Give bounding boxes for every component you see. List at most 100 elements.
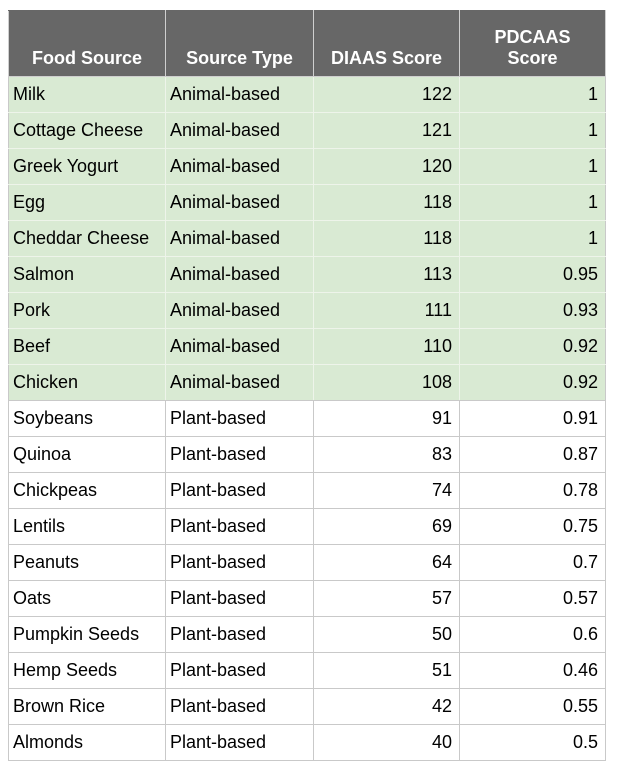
source-type-cell: Plant-based [165, 724, 314, 761]
diaas-score-cell: 121 [313, 112, 460, 149]
diaas-score-cell: 50 [313, 616, 460, 653]
diaas-score-cell: 42 [313, 688, 460, 725]
pdcaas-score-cell: 0.87 [459, 436, 606, 473]
source-type-cell: Plant-based [165, 616, 314, 653]
source-type-cell: Plant-based [165, 688, 314, 725]
diaas-score-cell: 113 [313, 256, 460, 293]
diaas-score-cell: 51 [313, 652, 460, 689]
pdcaas-score-cell: 1 [459, 184, 606, 221]
table-body: Milk Animal-based 122 1 Cottage Cheese A… [8, 76, 606, 761]
pdcaas-score-cell: 0.7 [459, 544, 606, 581]
diaas-score-cell: 120 [313, 148, 460, 185]
source-type-cell: Animal-based [165, 328, 314, 365]
pdcaas-score-cell: 0.55 [459, 688, 606, 725]
source-type-cell: Plant-based [165, 436, 314, 473]
food-source-cell: Chickpeas [8, 472, 166, 509]
diaas-score-cell: 57 [313, 580, 460, 617]
food-source-cell: Hemp Seeds [8, 652, 166, 689]
table-row: Milk Animal-based 122 1 [8, 76, 606, 113]
pdcaas-score-cell: 0.93 [459, 292, 606, 329]
table-row: Quinoa Plant-based 83 0.87 [8, 436, 606, 473]
pdcaas-score-cell: 0.57 [459, 580, 606, 617]
column-header-source-type-label: Source Type [186, 48, 293, 69]
food-source-cell: Lentils [8, 508, 166, 545]
column-header-source-type: Source Type [165, 10, 314, 77]
column-header-food-source-label: Food Source [31, 48, 142, 69]
food-source-cell: Oats [8, 580, 166, 617]
pdcaas-score-cell: 1 [459, 148, 606, 185]
column-header-pdcaas-score: PDCAAS Score [459, 10, 606, 77]
header-row: Food Source Source Type DIAAS Score PDCA… [8, 10, 606, 77]
column-header-food-source: Food Source [8, 10, 166, 77]
source-type-cell: Animal-based [165, 76, 314, 113]
food-source-cell: Greek Yogurt [8, 148, 166, 185]
diaas-score-cell: 69 [313, 508, 460, 545]
table-row: Egg Animal-based 118 1 [8, 184, 606, 221]
table-row: Greek Yogurt Animal-based 120 1 [8, 148, 606, 185]
food-source-cell: Beef [8, 328, 166, 365]
food-source-cell: Peanuts [8, 544, 166, 581]
food-source-cell: Chicken [8, 364, 166, 401]
protein-quality-table: Food Source Source Type DIAAS Score PDCA… [8, 10, 606, 761]
source-type-cell: Animal-based [165, 364, 314, 401]
table-row: Brown Rice Plant-based 42 0.55 [8, 688, 606, 725]
table-header: Food Source Source Type DIAAS Score PDCA… [8, 10, 606, 77]
table-row: Soybeans Plant-based 91 0.91 [8, 400, 606, 437]
protein-quality-table-container: Food Source Source Type DIAAS Score PDCA… [8, 10, 606, 761]
source-type-cell: Plant-based [165, 580, 314, 617]
table-row: Chickpeas Plant-based 74 0.78 [8, 472, 606, 509]
food-source-cell: Pumpkin Seeds [8, 616, 166, 653]
diaas-score-cell: 74 [313, 472, 460, 509]
food-source-cell: Egg [8, 184, 166, 221]
diaas-score-cell: 83 [313, 436, 460, 473]
source-type-cell: Plant-based [165, 544, 314, 581]
source-type-cell: Animal-based [165, 148, 314, 185]
column-header-diaas-score: DIAAS Score [313, 10, 460, 77]
table-row: Cheddar Cheese Animal-based 118 1 [8, 220, 606, 257]
diaas-score-cell: 40 [313, 724, 460, 761]
pdcaas-score-cell: 0.5 [459, 724, 606, 761]
table-row: Peanuts Plant-based 64 0.7 [8, 544, 606, 581]
food-source-cell: Brown Rice [8, 688, 166, 725]
table-row: Almonds Plant-based 40 0.5 [8, 724, 606, 761]
source-type-cell: Animal-based [165, 184, 314, 221]
food-source-cell: Soybeans [8, 400, 166, 437]
diaas-score-cell: 122 [313, 76, 460, 113]
source-type-cell: Plant-based [165, 400, 314, 437]
pdcaas-score-cell: 1 [459, 76, 606, 113]
diaas-score-cell: 118 [313, 184, 460, 221]
table-row: Cottage Cheese Animal-based 121 1 [8, 112, 606, 149]
table-row: Salmon Animal-based 113 0.95 [8, 256, 606, 293]
table-row: Chicken Animal-based 108 0.92 [8, 364, 606, 401]
column-header-pdcaas-score-label: PDCAAS Score [494, 27, 571, 69]
food-source-cell: Pork [8, 292, 166, 329]
pdcaas-score-cell: 0.75 [459, 508, 606, 545]
food-source-cell: Cottage Cheese [8, 112, 166, 149]
source-type-cell: Plant-based [165, 652, 314, 689]
pdcaas-score-cell: 0.46 [459, 652, 606, 689]
diaas-score-cell: 108 [313, 364, 460, 401]
food-source-cell: Almonds [8, 724, 166, 761]
food-source-cell: Salmon [8, 256, 166, 293]
diaas-score-cell: 64 [313, 544, 460, 581]
source-type-cell: Plant-based [165, 508, 314, 545]
column-header-diaas-score-label: DIAAS Score [330, 48, 443, 69]
source-type-cell: Animal-based [165, 112, 314, 149]
source-type-cell: Animal-based [165, 292, 314, 329]
pdcaas-score-cell: 0.6 [459, 616, 606, 653]
pdcaas-score-cell: 1 [459, 112, 606, 149]
diaas-score-cell: 110 [313, 328, 460, 365]
pdcaas-score-cell: 0.92 [459, 364, 606, 401]
diaas-score-cell: 118 [313, 220, 460, 257]
pdcaas-score-cell: 0.78 [459, 472, 606, 509]
pdcaas-score-cell: 0.92 [459, 328, 606, 365]
source-type-cell: Animal-based [165, 220, 314, 257]
diaas-score-cell: 91 [313, 400, 460, 437]
source-type-cell: Animal-based [165, 256, 314, 293]
food-source-cell: Quinoa [8, 436, 166, 473]
table-row: Hemp Seeds Plant-based 51 0.46 [8, 652, 606, 689]
source-type-cell: Plant-based [165, 472, 314, 509]
food-source-cell: Cheddar Cheese [8, 220, 166, 257]
pdcaas-score-cell: 0.91 [459, 400, 606, 437]
pdcaas-score-cell: 1 [459, 220, 606, 257]
